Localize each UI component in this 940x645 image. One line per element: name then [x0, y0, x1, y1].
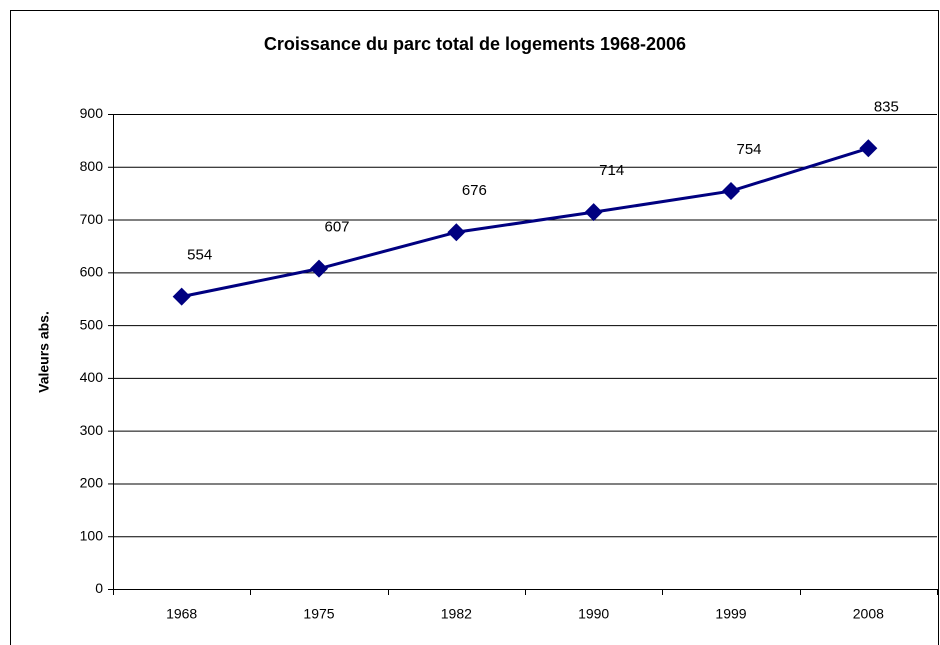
y-axis-label: Valeurs abs.	[36, 311, 52, 393]
y-tick-label: 300	[80, 422, 104, 438]
data-marker	[172, 287, 191, 306]
data-marker	[584, 203, 603, 222]
x-tick-label: 1968	[166, 606, 197, 622]
y-tick-label: 900	[80, 105, 104, 121]
y-tick-label: 800	[80, 158, 104, 174]
data-marker	[722, 182, 740, 201]
data-line	[181, 146, 869, 299]
y-tick-label: 400	[80, 369, 104, 385]
y-tick-label: 100	[80, 527, 104, 543]
x-tick-label: 1982	[441, 606, 472, 622]
data-marker	[310, 259, 328, 278]
data-label: 554	[187, 247, 212, 264]
y-tick-label: 700	[80, 211, 104, 227]
y-tick-label: 0	[95, 580, 103, 596]
y-tick-label: 600	[80, 264, 104, 280]
x-tick-label: 2008	[853, 606, 884, 622]
x-tick-label: 1990	[578, 606, 609, 622]
data-label: 714	[599, 162, 624, 179]
data-label: 754	[736, 141, 761, 158]
data-label: 835	[874, 98, 899, 115]
y-tick-label: 200	[80, 475, 104, 491]
data-label: 676	[462, 182, 487, 199]
y-tick-label: 500	[80, 316, 104, 332]
data-label: 607	[324, 219, 349, 236]
chart-title: Croissance du parc total de logements 19…	[264, 34, 686, 54]
data-marker	[447, 223, 466, 242]
x-tick-label: 1975	[303, 606, 334, 622]
x-tick-label: 1999	[715, 606, 746, 622]
chart-frame	[10, 10, 939, 645]
data-marker	[859, 139, 878, 158]
